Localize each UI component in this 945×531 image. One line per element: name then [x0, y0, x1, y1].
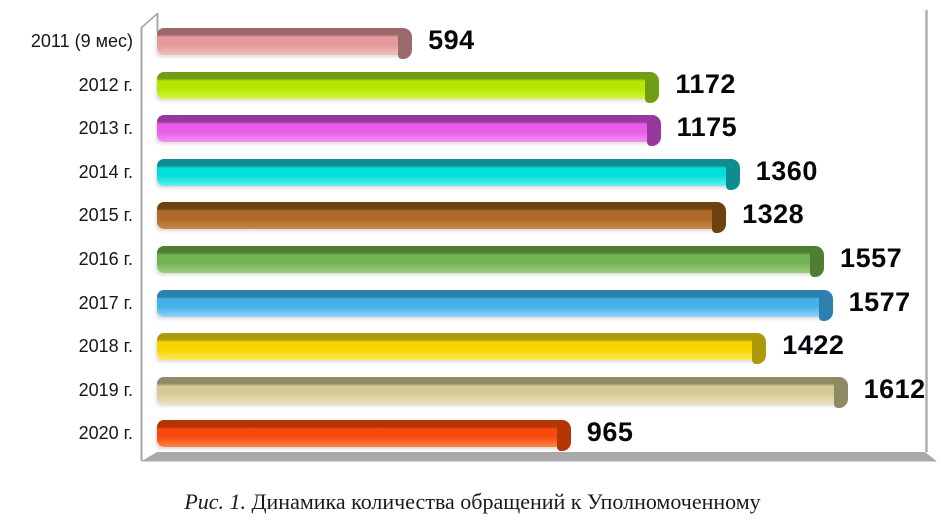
- bar: [155, 155, 744, 190]
- value-label: 1422: [782, 330, 845, 361]
- caption-number: Рис. 1.: [184, 489, 247, 514]
- value-label: 594: [428, 25, 475, 55]
- axis-wall-top-edge: [140, 12, 159, 29]
- plot-area: 2011 (9 мес) 594 2012 г. 1172 2013 г. 1175 201…: [31, 20, 927, 456]
- bar: [155, 243, 828, 277]
- category-label: 2019 г.: [78, 379, 133, 400]
- bar: [154, 330, 771, 365]
- value-label: 1172: [675, 68, 736, 99]
- bar-row: 2012 г. 1172: [79, 64, 927, 108]
- bar: [155, 286, 837, 321]
- bar-row: 2013 г. 1175: [79, 107, 927, 151]
- bar: [154, 25, 417, 59]
- figure-caption: Рис. 1. Динамика количества обращений к …: [0, 489, 945, 515]
- bar: [154, 199, 731, 234]
- chart-floor: [141, 452, 937, 462]
- bar-row: 2020 г. 965: [79, 412, 927, 456]
- category-label: 2016 г.: [78, 249, 133, 269]
- category-label: 2012 г.: [78, 74, 133, 95]
- bar-row: 2018 г. 1422: [79, 325, 927, 369]
- bar-row: 2015 г. 1328: [79, 194, 927, 238]
- chart-axes: [140, 10, 937, 462]
- caption-text: Динамика количества обращений к Уполномо…: [251, 489, 761, 514]
- bar: [155, 417, 575, 452]
- bar-chart: 2011 (9 мес) 594 2012 г. 1172 2013 г. 1175 201…: [31, 10, 937, 462]
- category-label: 2015 г.: [78, 205, 133, 226]
- value-label: 965: [586, 417, 634, 448]
- value-label: 1360: [755, 155, 818, 186]
- bar: [155, 373, 852, 408]
- value-label: 1577: [848, 286, 911, 317]
- bar: [155, 112, 665, 147]
- bar-row: 2017 г. 1577: [79, 282, 927, 326]
- category-label: 2013 г.: [78, 118, 133, 139]
- category-label: 2018 г.: [78, 336, 133, 357]
- category-label: 2011 (9 мес): [30, 31, 133, 51]
- category-label: 2020 г.: [78, 423, 133, 444]
- bar-row: 2011 (9 мес) 594: [31, 20, 927, 64]
- bar-row: 2016 г. 1557: [79, 238, 927, 282]
- category-label: 2014 г.: [78, 161, 133, 182]
- category-label: 2017 г.: [78, 292, 133, 313]
- bar-row: 2014 г. 1360: [79, 151, 927, 195]
- value-label: 1612: [863, 373, 926, 404]
- bar: [154, 68, 664, 103]
- value-label: 1328: [742, 199, 805, 230]
- value-label: 1557: [840, 243, 903, 273]
- value-label: 1175: [676, 112, 738, 143]
- bar-row: 2019 г. 1612: [79, 369, 927, 413]
